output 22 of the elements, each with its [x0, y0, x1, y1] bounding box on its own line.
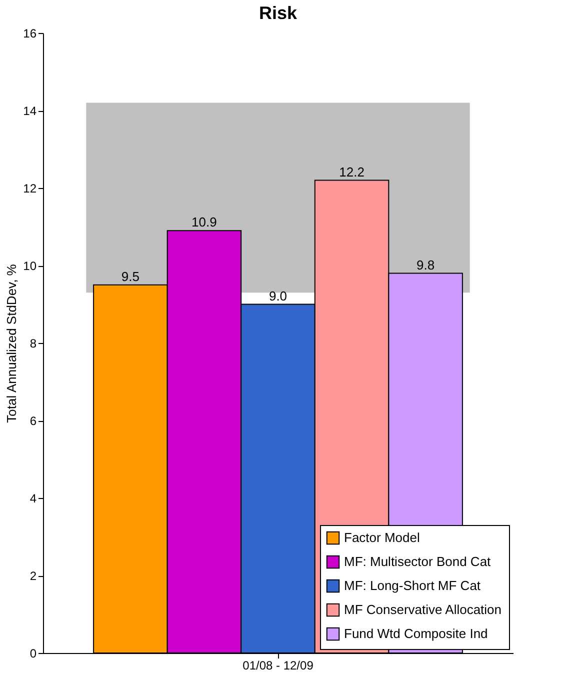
data-label: 10.9	[192, 214, 217, 230]
y-tick-label: 14	[23, 104, 37, 118]
data-label: 9.0	[268, 288, 288, 304]
chart-title: Risk	[258, 3, 298, 23]
legend-label: Fund Wtd Composite Ind	[344, 626, 488, 641]
legend-label: MF Conservative Allocation	[344, 602, 502, 617]
x-tick-label: 01/08 - 12/09	[242, 658, 314, 672]
legend-label: MF: Multisector Bond Cat	[344, 554, 492, 569]
y-tick-label: 4	[30, 492, 37, 506]
data-label: 9.5	[121, 268, 140, 284]
data-label: 9.8	[416, 257, 435, 272]
legend-label: Factor Model	[344, 530, 420, 545]
y-tick-label: 0	[30, 646, 37, 660]
y-tick-label: 6	[30, 414, 37, 428]
y-tick-label: 8	[30, 336, 37, 350]
data-label: 12.2	[339, 164, 364, 180]
y-tick-label: 2	[30, 569, 37, 583]
legend-label: MF: Long-Short MF Cat	[344, 578, 481, 593]
y-tick-label: 16	[23, 26, 37, 40]
y-tick-label: 12	[23, 182, 37, 196]
y-axis-title: Total Annualized StdDev, %	[4, 264, 20, 423]
y-tick-label: 10	[23, 259, 37, 273]
